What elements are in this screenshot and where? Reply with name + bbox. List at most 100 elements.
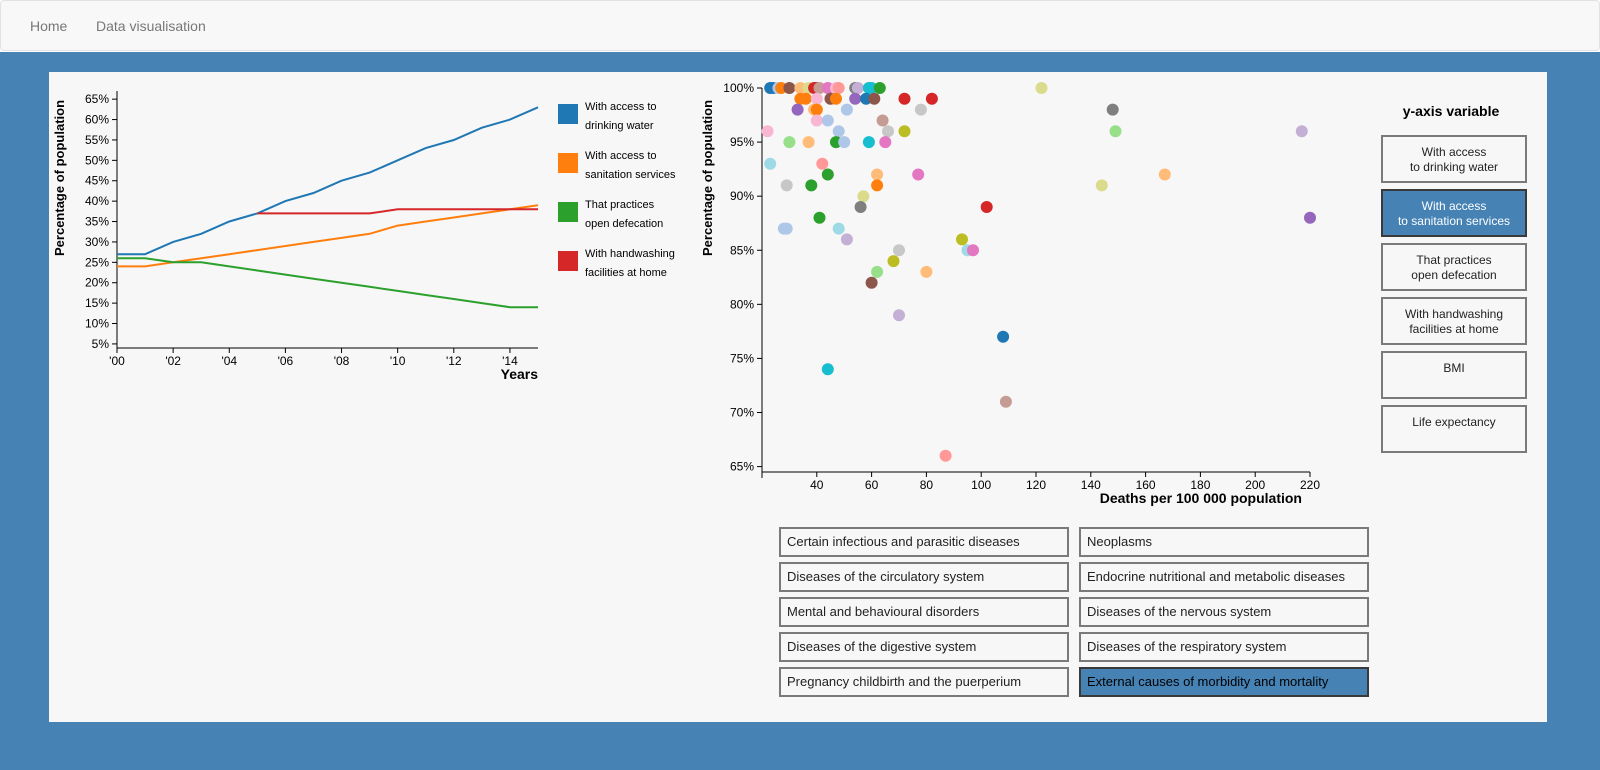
line-chart-y-tick-label: 25% — [85, 255, 109, 269]
scatter-point — [860, 92, 873, 105]
disease-category-button[interactable]: Neoplasms — [1079, 527, 1369, 557]
legend-swatch — [558, 202, 578, 222]
scatter-x-tick-label: 220 — [1300, 478, 1320, 492]
scatter-point — [865, 82, 878, 94]
scatter-point — [816, 157, 829, 170]
line-chart-y-tick-label: 10% — [85, 317, 109, 331]
line-chart-y-tick-label: 60% — [85, 113, 109, 127]
scatter-x-tick-label: 40 — [810, 478, 824, 492]
legend-label: facilities at home — [585, 267, 667, 279]
line-chart: 5% 10% 15% 20% 25% 30% 35% 40% 45% 50% 55% 60% 65% '0… — [52, 91, 676, 382]
line-chart-y-tick-label: 20% — [85, 276, 109, 290]
legend-label: With handwashing — [585, 248, 675, 260]
scatter-x-tick-label: 100 — [971, 478, 991, 492]
scatter-point — [925, 92, 938, 105]
y-axis-variable-button[interactable]: Life expectancy — [1381, 405, 1527, 453]
scatter-point — [876, 114, 889, 127]
scatter-point — [832, 82, 845, 94]
scatter-point — [871, 179, 884, 192]
line-chart-y-tick-label: 45% — [85, 174, 109, 188]
scatter-x-tick-label: 180 — [1190, 478, 1210, 492]
scatter-chart: 65% 70% 75% 80% 85% 90% 95% 100% 40 60 80 100 120 140… — [700, 81, 1320, 506]
scatter-point — [764, 157, 777, 170]
scatter-y-tick-label: 75% — [730, 351, 754, 365]
scatter-y-axis-label: Percentage of population — [700, 100, 715, 256]
scatter-point — [868, 92, 881, 105]
scatter-point — [840, 233, 853, 246]
top-navbar: Home Data visualisation — [0, 0, 1600, 51]
scatter-x-tick-label: 200 — [1245, 478, 1265, 492]
scatter-y-tick-label: 95% — [730, 135, 754, 149]
disease-category-button[interactable]: Diseases of the nervous system — [1079, 597, 1369, 627]
scatter-point — [912, 168, 925, 181]
scatter-point — [830, 92, 842, 105]
scatter-point — [805, 179, 818, 192]
scatter-point — [914, 103, 927, 116]
nav-dataviz-link[interactable]: Data visualisation — [96, 18, 206, 34]
legend-label: drinking water — [585, 120, 654, 132]
scatter-x-tick-label: 80 — [920, 478, 934, 492]
y-axis-variable-title: y-axis variable — [1402, 103, 1500, 119]
scatter-point — [956, 233, 968, 246]
disease-category-button[interactable]: External causes of morbidity and mortali… — [1079, 667, 1369, 697]
y-axis-variable-button[interactable]: With handwashing facilities at home — [1381, 297, 1527, 345]
line-chart-x-tick-label: '02 — [165, 354, 181, 368]
scatter-point — [780, 222, 793, 235]
line-chart-y-tick-label: 55% — [85, 133, 109, 147]
disease-category-button[interactable]: Diseases of the circulatory system — [779, 562, 1069, 592]
y-axis-variable-button[interactable]: With access to sanitation services — [1381, 189, 1527, 237]
scatter-x-tick-label: 160 — [1136, 478, 1156, 492]
line-chart-x-tick-label: '12 — [446, 354, 462, 368]
scatter-point — [832, 222, 845, 235]
scatter-point — [799, 92, 812, 105]
scatter-point — [871, 168, 884, 181]
scatter-point — [821, 168, 834, 181]
nav-home-link[interactable]: Home — [30, 18, 68, 34]
disease-category-button[interactable]: Mental and behavioural disorders — [779, 597, 1069, 627]
scatter-point — [813, 82, 826, 94]
line-series — [117, 204, 539, 268]
scatter-point — [794, 82, 807, 94]
scatter-y-tick-label: 65% — [730, 460, 754, 474]
scatter-point — [780, 179, 793, 192]
scatter-point — [873, 82, 886, 94]
scatter-point — [810, 103, 823, 116]
legend-label: That practices — [585, 199, 655, 211]
scatter-y-tick-label: 70% — [730, 406, 754, 420]
legend-label: sanitation services — [585, 169, 676, 181]
legend-label: With access to — [585, 101, 657, 113]
scatter-point — [838, 136, 851, 149]
scatter-point — [980, 201, 993, 213]
scatter-x-tick-label: 140 — [1081, 478, 1101, 492]
y-axis-variable-button[interactable]: With access to drinking water — [1381, 135, 1527, 183]
scatter-point — [783, 82, 796, 94]
line-chart-y-tick-label: 40% — [85, 194, 109, 208]
disease-category-button[interactable]: Diseases of the digestive system — [779, 632, 1069, 662]
scatter-point — [871, 265, 884, 278]
line-chart-y-tick-label: 30% — [85, 235, 109, 249]
disease-category-button[interactable]: Certain infectious and parasitic disease… — [779, 527, 1069, 557]
scatter-point — [939, 449, 952, 462]
line-chart-x-tick-label: '08 — [334, 354, 350, 368]
scatter-point — [1109, 125, 1122, 138]
scatter-point — [1095, 179, 1108, 192]
line-chart-x-axis-label: Years — [501, 366, 539, 382]
scatter-point — [999, 395, 1012, 408]
line-series — [117, 257, 538, 309]
scatter-y-tick-label: 80% — [730, 297, 754, 311]
legend-swatch — [558, 153, 578, 173]
line-chart-x-tick-label: '06 — [278, 354, 294, 368]
scatter-point — [791, 103, 804, 116]
line-series — [117, 106, 539, 256]
scatter-point — [854, 201, 867, 213]
scatter-point — [1295, 125, 1308, 138]
scatter-point — [761, 125, 774, 138]
line-chart-x-tick-label: '14 — [502, 354, 518, 368]
disease-category-button[interactable]: Diseases of the respiratory system — [1079, 632, 1369, 662]
line-chart-y-tick-label: 5% — [92, 337, 110, 351]
y-axis-variable-button[interactable]: BMI — [1381, 351, 1527, 399]
y-axis-variable-button[interactable]: That practices open defecation — [1381, 243, 1527, 291]
disease-category-button[interactable]: Endocrine nutritional and metabolic dise… — [1079, 562, 1369, 592]
disease-category-button[interactable]: Pregnancy childbirth and the puerperium — [779, 667, 1069, 697]
scatter-point — [862, 136, 875, 149]
